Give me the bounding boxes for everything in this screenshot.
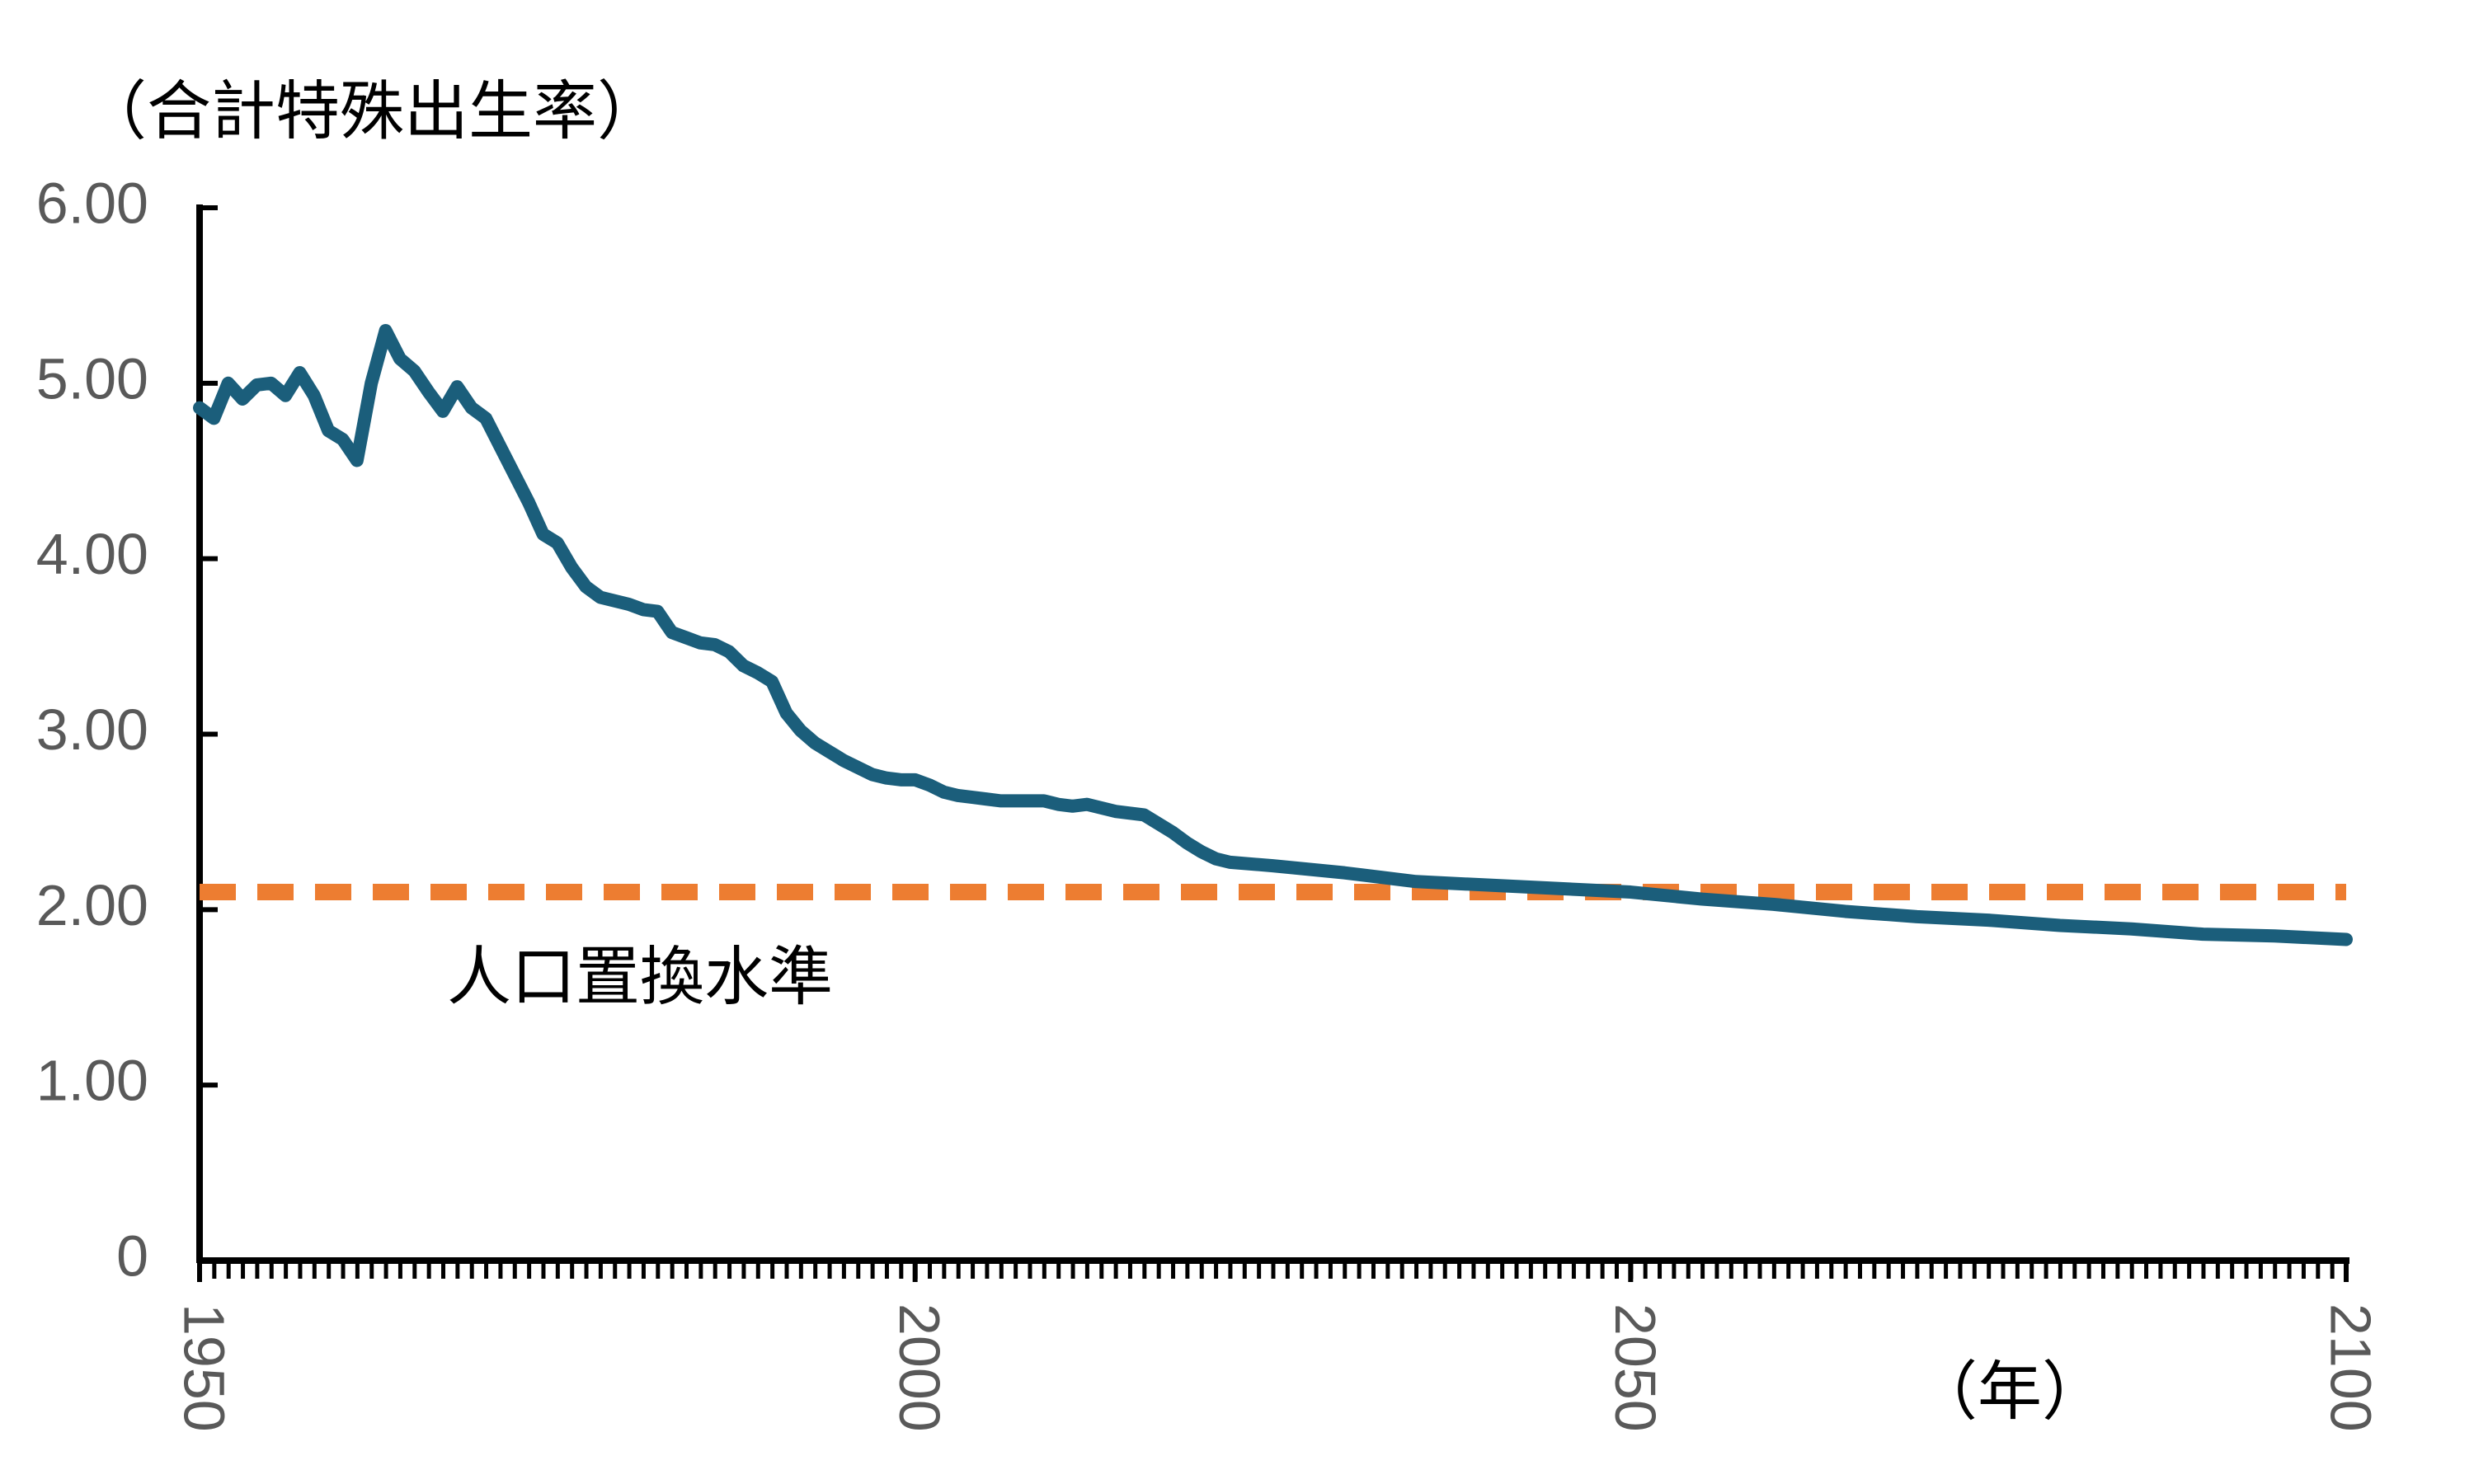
x-tick-label: 1950 — [172, 1303, 237, 1432]
y-tick-label: 5.00 — [36, 346, 148, 411]
y-tick-label: 6.00 — [36, 171, 148, 235]
y-tick-label: 2.00 — [36, 873, 148, 937]
y-tick-label: 1.00 — [36, 1049, 148, 1113]
y-axis-label: （合計特殊出生率） — [82, 74, 661, 148]
x-axis-label: （年） — [1913, 1355, 2106, 1429]
y-tick-label: 3.00 — [36, 697, 148, 762]
y-tick-label: 0 — [116, 1223, 148, 1288]
reference-label: 人口置換水準 — [447, 940, 833, 1014]
x-tick-label: 2100 — [2319, 1303, 2383, 1432]
x-tick-label: 2050 — [1603, 1303, 1667, 1432]
y-tick-label: 4.00 — [36, 522, 148, 586]
x-tick-label: 2000 — [887, 1303, 952, 1432]
series-line — [193, 323, 2353, 946]
